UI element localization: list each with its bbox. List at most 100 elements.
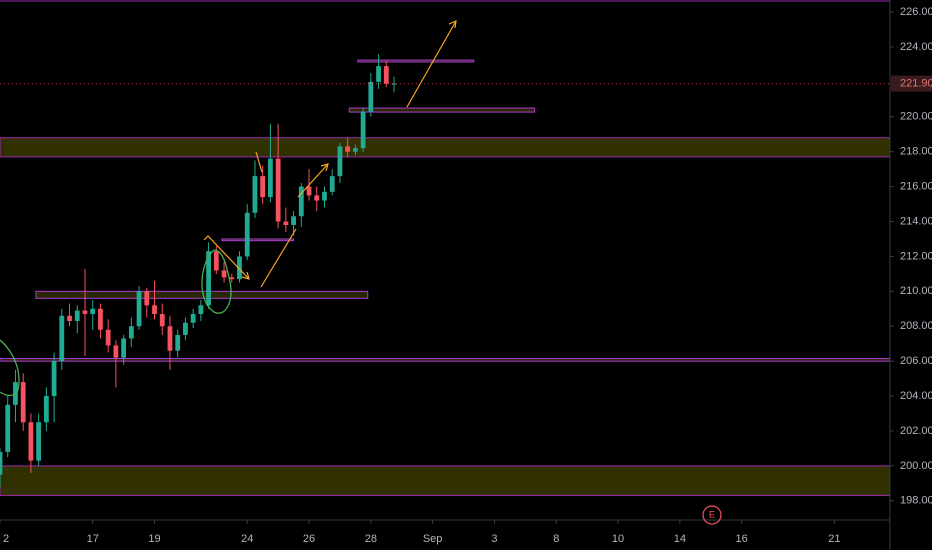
candle-body: [59, 315, 65, 362]
y-tick-label: 204.00: [900, 390, 932, 402]
candle-body: [391, 83, 397, 85]
candle-body: [5, 404, 11, 452]
arrow: [297, 163, 329, 198]
candle-body: [329, 176, 335, 192]
candle-body: [213, 251, 219, 271]
y-tick-label: 208.00: [900, 320, 932, 332]
candle-body: [51, 361, 57, 397]
candle-body: [376, 66, 381, 82]
zone: [35, 290, 369, 299]
candle-body: [306, 186, 312, 196]
y-tick-label: 212.00: [900, 250, 932, 262]
candle-body: [268, 158, 273, 198]
candles: [0, 53, 397, 487]
x-tick-label: 19: [148, 533, 160, 545]
candle-body: [252, 176, 258, 213]
candle-body: [28, 422, 34, 461]
x-tick-label: 2: [3, 533, 9, 545]
x-tick-label: 14: [674, 533, 686, 545]
candle-body: [159, 314, 165, 327]
x-tick-label: 21: [828, 533, 840, 545]
candle-body: [105, 329, 111, 346]
x-tick-label: 3: [491, 533, 497, 545]
candle-body: [314, 195, 320, 201]
x-tick-label: 8: [553, 533, 559, 545]
y-tick-label: 218.00: [900, 146, 932, 158]
candle-body: [144, 291, 150, 306]
candle-body: [244, 212, 250, 257]
candle-body: [360, 111, 366, 149]
arrow: [203, 235, 250, 280]
candle-body: [167, 326, 173, 351]
x-tick-label: 17: [87, 533, 99, 545]
candle-body: [322, 191, 327, 201]
candle-body: [337, 146, 343, 177]
candle-body: [136, 291, 142, 327]
freehand-curve: [0, 339, 20, 397]
candle-body: [221, 270, 227, 278]
last-price-label: 221.90: [900, 78, 932, 90]
x-tick-label: 28: [365, 533, 377, 545]
candle-body: [345, 146, 351, 152]
zone: [0, 358, 891, 362]
candle-body: [352, 148, 358, 152]
y-tick-label: 206.00: [900, 355, 932, 367]
candle-body: [237, 256, 242, 280]
x-tick-label: 16: [736, 533, 748, 545]
x-tick-label: Sep: [423, 533, 443, 545]
candle-body: [152, 305, 157, 315]
candle-body: [121, 338, 127, 358]
y-tick-label: 226.00: [900, 6, 932, 18]
zone: [357, 59, 475, 63]
candle-body: [128, 326, 134, 339]
candle-body: [175, 334, 181, 351]
candle-body: [82, 310, 88, 315]
candle-body: [113, 345, 119, 358]
y-tick-label: 198.00: [900, 495, 932, 507]
candle-body: [229, 277, 235, 280]
y-tick-label: 220.00: [900, 111, 932, 123]
candle-body: [206, 251, 211, 306]
candle-body: [275, 158, 281, 222]
y-tick-label: 224.00: [900, 41, 932, 53]
x-tick-label: 24: [241, 533, 253, 545]
x-tick-label: 26: [303, 533, 315, 545]
candle-body: [368, 81, 374, 112]
x-tick-label: 10: [612, 533, 624, 545]
arrow: [406, 20, 457, 108]
candle-body: [198, 305, 204, 315]
candle-body: [43, 396, 49, 423]
candle-body: [67, 315, 72, 322]
zone: [0, 137, 891, 158]
candle-body: [298, 186, 304, 217]
candle-body: [98, 308, 103, 330]
drawings: [0, 20, 457, 397]
candle-body: [0, 451, 3, 475]
candle-body: [90, 308, 96, 315]
axes: 198.00 200.00 202.00 204.00 206.00 208.00 210.…: [0, 6, 932, 545]
candle-body: [74, 310, 80, 322]
y-tick-label: 210.00: [900, 285, 932, 297]
trend-line: [255, 151, 263, 173]
earnings-label: E: [709, 509, 715, 519]
y-tick-label: 200.00: [900, 460, 932, 472]
y-tick-label: 202.00: [900, 425, 932, 437]
zone: [348, 107, 536, 113]
candle-body: [190, 314, 196, 323]
y-tick-label: 216.00: [900, 181, 932, 193]
last-price-box: [891, 75, 932, 92]
trend-line: [260, 228, 297, 288]
zone: [0, 465, 891, 497]
y-tick-label: 214.00: [900, 215, 932, 227]
candle-body: [183, 322, 188, 335]
freehand-circle: [201, 249, 232, 314]
earnings-marker[interactable]: [702, 505, 722, 525]
candle-body: [283, 221, 289, 226]
zone: [221, 238, 295, 242]
candle-body: [36, 422, 42, 461]
candle-body: [383, 66, 389, 84]
candle-body: [260, 176, 266, 198]
